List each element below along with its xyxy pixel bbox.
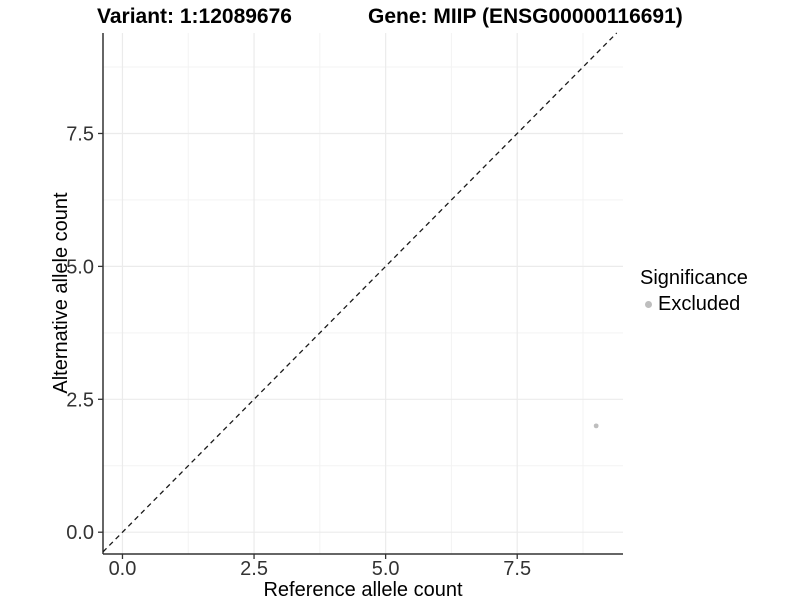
gene-title: Gene: MIIP (ENSG00000116691) [368, 5, 683, 28]
y-tick-label: 7.5 [66, 123, 94, 145]
x-tick-label: 5.0 [372, 558, 400, 580]
legend-item-excluded: Excluded [640, 292, 748, 316]
y-tick-label: 0.0 [66, 522, 94, 544]
excluded-point-icon [645, 300, 652, 308]
y-tick-label: 5.0 [66, 256, 94, 278]
legend-item-label: Excluded [658, 293, 741, 315]
variant-title: Variant: 1:12089676 [97, 5, 292, 28]
x-axis-title: Reference allele count [263, 579, 463, 600]
x-tick-label: 0.0 [109, 558, 137, 580]
legend: Significance Excluded [640, 266, 748, 316]
x-tick-label: 7.5 [503, 558, 531, 580]
identity-dashed-line [102, 32, 618, 553]
y-axis-title: Alternative allele count [50, 192, 72, 394]
y-tick-label: 2.5 [66, 389, 94, 411]
legend-title: Significance [640, 267, 748, 289]
data-point [593, 423, 599, 429]
x-tick-label: 2.5 [240, 558, 268, 580]
